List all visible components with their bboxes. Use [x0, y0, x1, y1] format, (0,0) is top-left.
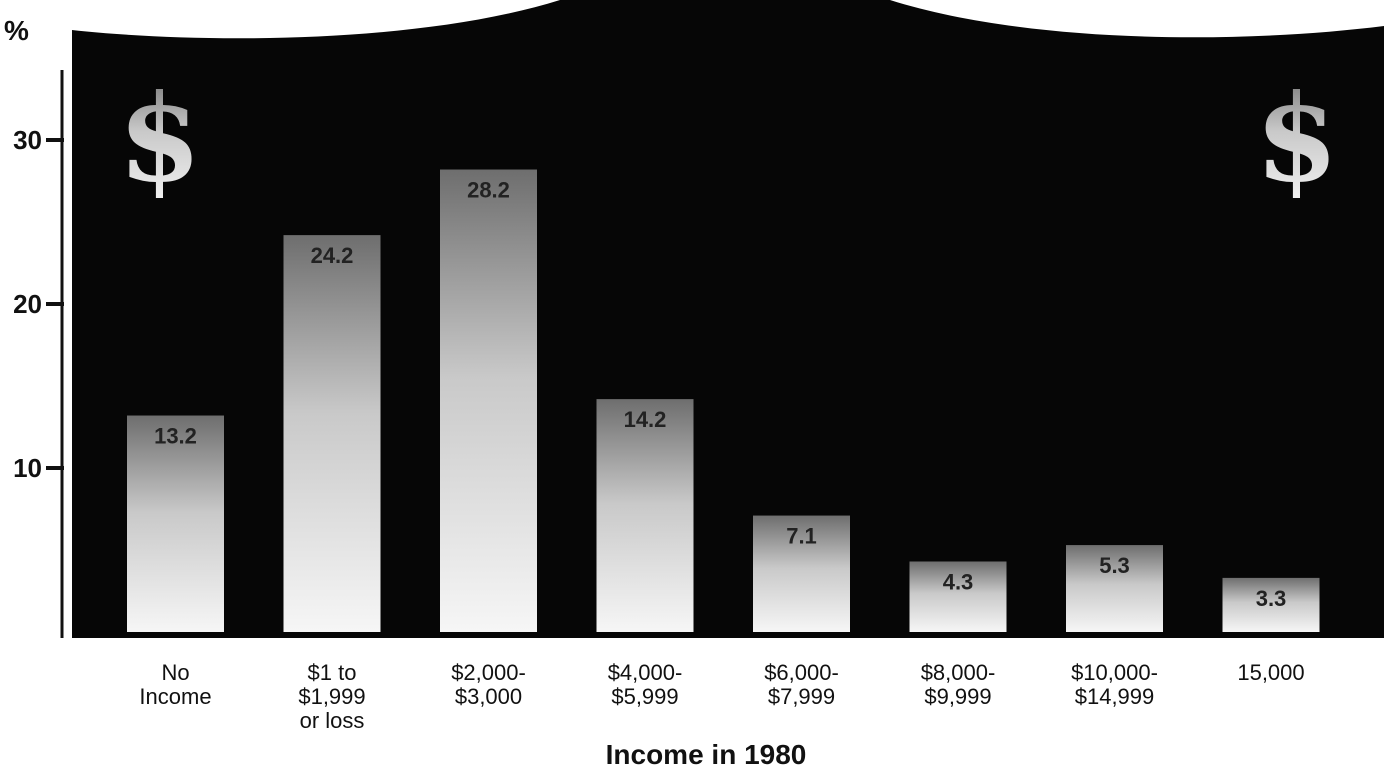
y-tick-label: 30 [13, 125, 42, 155]
bar-value-label: 7.1 [786, 524, 817, 549]
x-tick-label: $4,000-$5,999 [608, 660, 683, 709]
x-tick-label-line: $1 to [308, 660, 357, 685]
category-labels: No Income$1 to $1,999 or loss$2,000-$3,000$… [139, 660, 1304, 733]
bar [440, 169, 537, 632]
x-tick-label: $8,000-$9,999 [921, 660, 996, 709]
bar-value-label: 14.2 [624, 407, 667, 432]
x-tick-label-line: $9,999 [924, 684, 991, 709]
x-tick-label: No Income [139, 660, 211, 709]
bar [1066, 545, 1163, 632]
y-tick-label: 20 [13, 289, 42, 319]
bar-value-label: 4.3 [943, 569, 974, 594]
x-tick-label-line: No [161, 660, 189, 685]
x-tick-label-line: or loss [300, 708, 365, 733]
bar [1222, 577, 1320, 632]
bar [909, 561, 1007, 632]
bar-value-label: 28.2 [467, 178, 510, 203]
y-tick-label: 10 [13, 453, 42, 483]
bar [283, 235, 381, 632]
plot-panel [72, 0, 1384, 638]
y-ticks: 10 20 30 [13, 125, 64, 483]
bar-series: 13.2 24.2 28.2 14.2 7.1 4.3 5.3 3.3 [127, 169, 1320, 632]
x-tick-label-line: $8,000- [921, 660, 996, 685]
bar-value-label: 3.3 [1256, 586, 1287, 611]
x-tick-label-line: $7,999 [768, 684, 835, 709]
x-tick-label: $10,000-$14,999 [1071, 660, 1158, 709]
x-tick-label-line: $1,999 [298, 684, 365, 709]
x-tick-label-line: $10,000- [1071, 660, 1158, 685]
dollar-sign-icon: $ [1255, 68, 1339, 209]
y-axis-unit: % [4, 15, 29, 46]
x-tick-label: $2,000-$3,000 [451, 660, 526, 709]
bar-value-label: 13.2 [154, 424, 197, 449]
dollar-sign-icon: $ [118, 68, 202, 209]
x-axis-title: Income in 1980 [606, 739, 807, 770]
x-tick-label-line: $3,000 [455, 684, 522, 709]
x-tick-label-line: Income [139, 684, 211, 709]
bar-value-label: 24.2 [311, 243, 354, 268]
x-tick-label-line: $5,999 [611, 684, 678, 709]
x-tick-label: $1 to $1,999 or loss [298, 660, 365, 733]
bar [127, 415, 224, 632]
x-tick-label: $6,000-$7,999 [764, 660, 839, 709]
x-tick-label: 15,000 [1237, 660, 1304, 685]
bar [753, 515, 850, 632]
x-tick-label-line: $2,000- [451, 660, 526, 685]
x-tick-label-line: $4,000- [608, 660, 683, 685]
bar-value-label: 5.3 [1099, 553, 1130, 578]
bar [596, 399, 694, 632]
x-tick-label-line: $6,000- [764, 660, 839, 685]
x-tick-label-line: $14,999 [1075, 684, 1155, 709]
x-tick-label-line: 15,000 [1237, 660, 1304, 685]
